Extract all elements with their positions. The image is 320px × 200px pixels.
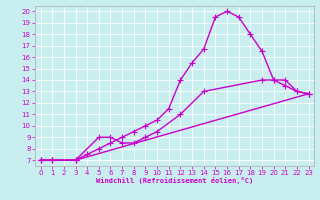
- X-axis label: Windchill (Refroidissement éolien,°C): Windchill (Refroidissement éolien,°C): [96, 177, 253, 184]
